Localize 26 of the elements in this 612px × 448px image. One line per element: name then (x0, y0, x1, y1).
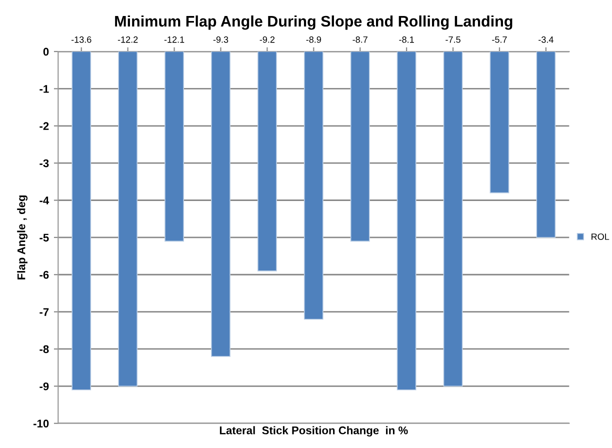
chart-title: Minimum Flap Angle During Slope and Rolling Landing (115, 15, 512, 30)
y-tick-label: -7 (40, 308, 49, 316)
x-tick-label: -9.2 (260, 36, 275, 43)
y-tick-label: -1 (40, 85, 49, 93)
y-axis-title: Flap Angle , deg (17, 195, 28, 280)
y-tick-label: 0 (43, 48, 49, 56)
y-tick-label: -3 (40, 159, 49, 168)
y-tick-label: -5 (40, 234, 49, 242)
x-tick-label: -8.7 (352, 36, 368, 43)
x-tick-label: -5.7 (492, 36, 507, 43)
x-axis-title: Lateral Stick Position Change in % (220, 426, 408, 437)
x-tick-label: -12.2 (118, 36, 138, 43)
x-tick-label: -3.4 (538, 36, 554, 43)
legend-label: ROL (592, 233, 610, 240)
y-tick-label: -4 (40, 196, 50, 204)
x-tick-label: -8.1 (399, 36, 414, 43)
x-tick-label: -13.6 (71, 36, 92, 43)
y-tick-label: -9 (40, 382, 49, 390)
y-tick-label: -6 (40, 270, 49, 279)
y-tick-label: -8 (40, 345, 49, 354)
y-tick-label: -2 (40, 122, 49, 130)
x-tick-label: -7.5 (446, 36, 460, 43)
x-tick-label: -8.9 (306, 36, 321, 43)
x-tick-label: -9.3 (213, 36, 228, 43)
y-tick-label: -10 (33, 420, 49, 428)
x-tick-label: -12.1 (164, 36, 184, 43)
